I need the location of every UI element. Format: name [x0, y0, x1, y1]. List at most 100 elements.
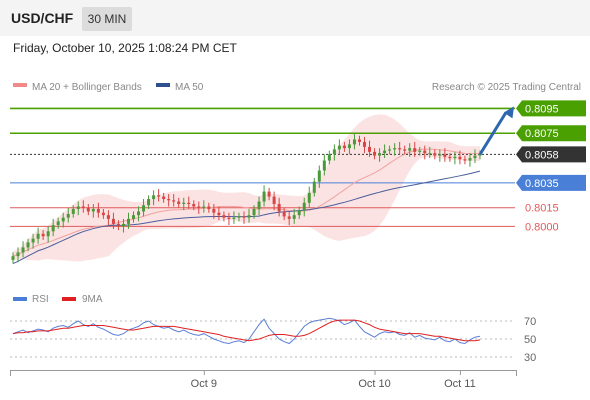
candle-body — [393, 148, 397, 150]
candle-body — [428, 153, 432, 155]
price-label: 0.8000 — [525, 221, 559, 233]
candle-body — [21, 247, 25, 253]
candle-body — [438, 154, 442, 156]
ma9-legend-label: 9MA — [82, 294, 103, 305]
candle-body — [388, 149, 392, 151]
candle-body — [448, 156, 452, 159]
candle-body — [403, 149, 407, 151]
price-label-box — [516, 100, 586, 117]
price-label: 0.8035 — [525, 178, 559, 190]
candle-body — [16, 252, 20, 257]
candle-body — [352, 139, 356, 145]
forecast-arrow-head — [503, 106, 514, 119]
price-label: 0.8075 — [525, 128, 559, 140]
candle-body — [282, 211, 286, 217]
time-axis: Oct 9 Oct 10 Oct 11 — [10, 370, 517, 390]
rsi-ma9-line — [12, 319, 481, 342]
candle-body — [101, 212, 105, 216]
rsi-level-label: 30 — [524, 352, 536, 364]
level-lines — [10, 107, 515, 227]
symbol-title: USD/CHF — [11, 10, 74, 26]
candle-body — [368, 146, 372, 152]
time-tick — [203, 370, 205, 375]
candle-body — [106, 215, 110, 219]
candle-body — [378, 153, 382, 156]
candle-body — [162, 196, 166, 200]
chart-legend: MA 20 + Bollinger Bands MA 50 Research ©… — [13, 82, 581, 93]
forecast-arrow-shaft — [478, 111, 508, 156]
timeframe-button[interactable]: 30 MIN — [82, 7, 132, 31]
candle-body — [121, 223, 125, 227]
rsi-legend-swatch — [13, 297, 27, 301]
time-tick — [374, 370, 376, 375]
moving-average-layer — [12, 148, 481, 265]
candle-body — [443, 154, 447, 157]
price-label-box — [516, 174, 586, 191]
candle-body — [207, 206, 211, 209]
candle-body — [51, 225, 55, 232]
candle-body — [237, 216, 241, 218]
candlestick-series — [11, 133, 482, 264]
candle-body — [433, 153, 437, 156]
candle-body — [453, 156, 457, 159]
candle-body — [317, 170, 321, 182]
candle-body — [76, 206, 80, 209]
candle-body — [31, 238, 35, 243]
candle-body — [61, 217, 65, 222]
time-tick-label: Oct 11 — [444, 378, 476, 390]
candle-body — [147, 199, 151, 206]
candle-body — [132, 215, 136, 219]
candle-body — [272, 196, 276, 204]
candle-body — [152, 195, 156, 200]
time-axis-end-tick — [10, 370, 11, 376]
forecast-arrow — [478, 106, 514, 156]
candle-body — [182, 202, 186, 204]
candle-body — [227, 217, 231, 219]
candle-body — [342, 145, 346, 149]
time-tick-label: Oct 10 — [358, 378, 390, 390]
rsi-line — [12, 317, 481, 345]
candle-body — [222, 215, 226, 218]
candle-body — [287, 216, 291, 219]
candle-body — [36, 233, 40, 239]
candle-body — [277, 204, 281, 212]
candle-body — [212, 208, 216, 213]
price-label: 0.8015 — [525, 203, 559, 215]
candle-body — [418, 150, 422, 152]
ma50-legend-swatch — [156, 83, 170, 87]
candle-body — [167, 199, 171, 201]
time-tick-label: Oct 9 — [191, 378, 217, 390]
candle-body — [322, 160, 326, 171]
candle-body — [362, 141, 367, 147]
candle-body — [373, 151, 377, 156]
candle-body — [332, 149, 336, 155]
candle-body — [383, 150, 387, 154]
candle-body — [96, 208, 100, 213]
credit-text: Research © 2025 Trading Central — [432, 82, 581, 93]
candle-body — [267, 191, 271, 197]
candle-body — [26, 242, 30, 248]
candle-body — [337, 145, 341, 150]
candle-body — [86, 207, 90, 212]
rsi-panel: 70 50 30 — [10, 316, 536, 364]
time-tick — [459, 370, 461, 375]
candle-body — [357, 139, 361, 142]
price-label: 0.8095 — [525, 103, 559, 115]
candle-body — [473, 155, 477, 159]
time-axis-end-tick — [516, 370, 517, 376]
rsi-level-label: 70 — [524, 316, 536, 328]
candle-body — [137, 211, 141, 216]
price-level-labels: 0.8095 0.8075 0.8058 0.8035 0.8015 0.8000 — [516, 100, 586, 233]
candle-body — [142, 205, 146, 212]
ma20-legend-swatch — [13, 83, 27, 87]
price-label: 0.8058 — [525, 149, 559, 161]
candle-body — [177, 201, 181, 204]
candle-body — [463, 159, 467, 161]
candle-body — [91, 208, 95, 212]
candle-body — [347, 144, 351, 149]
candle-body — [81, 206, 85, 208]
candle-body — [307, 192, 311, 203]
candle-body — [302, 202, 306, 211]
candle-body — [192, 204, 196, 207]
